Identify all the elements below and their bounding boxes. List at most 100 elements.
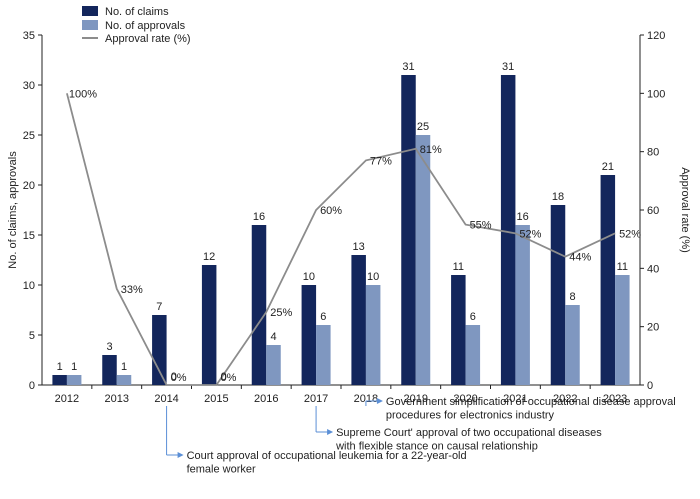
x-ticks: 2012 2013 2014 2015 2016 2017 2018 2019 2020 2021… (55, 385, 627, 405)
legend-label-rate: Approval rate (%) (105, 33, 191, 45)
data-label-claims: 10 (303, 271, 315, 283)
annotation-text: Court approval of occupational leukemia … (187, 450, 467, 462)
rate-label: 33% (121, 284, 143, 296)
x-tick-label: 2016 (254, 393, 278, 405)
bar-approvals (365, 285, 381, 385)
y2-tick-label: 100 (647, 88, 665, 100)
annotation-arrow-head (327, 429, 334, 435)
rate-label: 60% (320, 205, 342, 217)
y2-tick-label: 60 (647, 205, 659, 217)
y2-tick-label: 120 (647, 30, 665, 42)
legend-label-approvals: No. of approvals (105, 20, 186, 32)
y-tick-label: 35 (23, 30, 35, 42)
bar-approvals (565, 305, 580, 385)
data-label-claims: 7 (156, 301, 162, 313)
bar-claims (600, 175, 616, 385)
x-tick-label: 2023 (603, 393, 627, 405)
rate-label: 44% (569, 252, 591, 264)
annotation-text: procedures for electronics industry (386, 410, 555, 422)
data-label-approvals: 16 (517, 211, 529, 223)
x-tick-label: 2019 (404, 393, 428, 405)
data-label-approvals: 1 (121, 361, 127, 373)
bar-approvals (615, 275, 630, 385)
data-label-approvals: 6 (470, 311, 476, 323)
y-axis-title: No. of claims, approvals (7, 151, 19, 269)
data-label-approvals: 6 (320, 311, 326, 323)
x-tick-label: 2017 (304, 393, 328, 405)
y2-tick-label: 20 (647, 322, 659, 334)
legend-label-claims: No. of claims (105, 6, 169, 18)
bar-claims (52, 375, 67, 385)
data-label-claims: 1 (57, 361, 63, 373)
x-tick-label: 2015 (204, 393, 228, 405)
y-tick-label: 30 (23, 80, 35, 92)
rate-label: 25% (270, 307, 292, 319)
rate-line (66, 93, 616, 386)
data-label-approvals: 0 (171, 371, 177, 383)
bar-claims (451, 275, 466, 385)
y-tick-label: 10 (23, 280, 35, 292)
annotation-text: Government simplification of occupationa… (386, 396, 676, 408)
data-label-claims: 21 (602, 161, 614, 173)
y-tick-label: 25 (23, 130, 35, 142)
annotations: Court approval of occupational leukemia … (166, 396, 676, 476)
bar-approvals (415, 135, 431, 385)
rate-label: 55% (470, 220, 492, 232)
y2-ticks: 0 20 40 60 80 100 120 (640, 30, 665, 392)
bar-approvals (116, 375, 132, 385)
data-label-claims: 3 (106, 341, 112, 353)
y2-tick-label: 80 (647, 147, 659, 159)
data-label-claims: 18 (552, 191, 564, 203)
y-tick-label: 20 (23, 180, 35, 192)
rate-label: 0% (171, 372, 187, 384)
bar-claims (301, 285, 317, 385)
data-label-approvals: 25 (417, 121, 429, 133)
data-label-approvals: 0 (221, 371, 227, 383)
rate-label: 81% (420, 144, 442, 156)
annotation-text: female worker (187, 464, 256, 476)
x-tick-label: 2014 (154, 393, 178, 405)
data-label-claims: 12 (203, 251, 215, 263)
data-label-approvals: 11 (617, 261, 628, 273)
bar-approvals (66, 375, 82, 385)
data-label-approvals: 1 (71, 361, 77, 373)
y2-tick-label: 0 (647, 380, 653, 392)
legend-swatch-approvals (82, 20, 98, 30)
data-label-approvals: 8 (569, 291, 575, 303)
bar-approvals (465, 325, 481, 385)
bar-claims (102, 355, 117, 385)
data-label-approvals: 4 (270, 331, 276, 343)
y2-tick-label: 40 (647, 263, 659, 275)
rate-label: 77% (370, 155, 392, 167)
rate-label: 0% (220, 372, 236, 384)
annotation-text: Supreme Court' approval of two occupatio… (336, 427, 602, 439)
y-tick-label: 0 (29, 380, 35, 392)
x-tick-label: 2013 (105, 393, 129, 405)
x-tick-label: 2022 (553, 393, 577, 405)
y2-axis-title: Approval rate (%) (679, 167, 691, 253)
bar-approvals (316, 325, 331, 385)
y-ticks: 0 5 10 15 20 25 30 35 (23, 30, 42, 392)
data-label-claims: 11 (453, 261, 464, 273)
data-label-approvals: 10 (367, 271, 379, 283)
rate-label: 52% (619, 228, 641, 240)
y-tick-label: 5 (29, 330, 35, 342)
bar-claims (550, 205, 566, 385)
rate-label: 100% (69, 88, 97, 100)
bar-claims (201, 265, 217, 385)
bar-claims (251, 225, 267, 385)
data-label-claims: 16 (253, 211, 265, 223)
legend-swatch-claims (82, 6, 98, 16)
bar-approvals (515, 225, 530, 385)
data-label-claims: 13 (353, 241, 365, 253)
rate-label: 52% (519, 228, 541, 240)
data-label-claims: 31 (402, 61, 414, 73)
bar-claims (351, 255, 366, 385)
bar-claims (500, 75, 516, 385)
bar-claims (401, 75, 416, 385)
annotation-text: with flexible stance on causal relations… (335, 441, 538, 453)
bar-claims (152, 315, 167, 385)
x-tick-label: 2021 (503, 393, 527, 405)
